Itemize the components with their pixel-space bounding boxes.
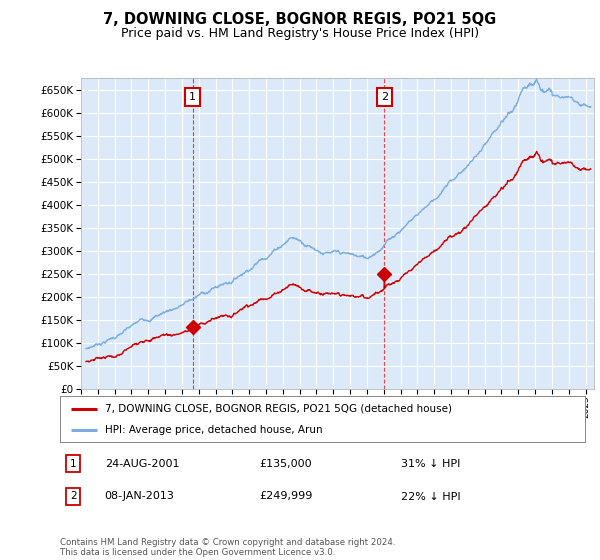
- Text: 2: 2: [380, 92, 388, 102]
- Text: 1: 1: [70, 459, 76, 469]
- Text: £249,999: £249,999: [260, 492, 313, 502]
- Text: 7, DOWNING CLOSE, BOGNOR REGIS, PO21 5QG: 7, DOWNING CLOSE, BOGNOR REGIS, PO21 5QG: [103, 12, 497, 27]
- Text: 7, DOWNING CLOSE, BOGNOR REGIS, PO21 5QG (detached house): 7, DOWNING CLOSE, BOGNOR REGIS, PO21 5QG…: [104, 404, 452, 414]
- Text: 2: 2: [70, 492, 76, 502]
- Text: 1: 1: [189, 92, 196, 102]
- Text: Contains HM Land Registry data © Crown copyright and database right 2024.
This d: Contains HM Land Registry data © Crown c…: [60, 538, 395, 557]
- Text: 31% ↓ HPI: 31% ↓ HPI: [401, 459, 461, 469]
- Text: 08-JAN-2013: 08-JAN-2013: [104, 492, 175, 502]
- Text: Price paid vs. HM Land Registry's House Price Index (HPI): Price paid vs. HM Land Registry's House …: [121, 27, 479, 40]
- Text: 24-AUG-2001: 24-AUG-2001: [104, 459, 179, 469]
- Text: HPI: Average price, detached house, Arun: HPI: Average price, detached house, Arun: [104, 425, 322, 435]
- Text: £135,000: £135,000: [260, 459, 312, 469]
- Text: 22% ↓ HPI: 22% ↓ HPI: [401, 492, 461, 502]
